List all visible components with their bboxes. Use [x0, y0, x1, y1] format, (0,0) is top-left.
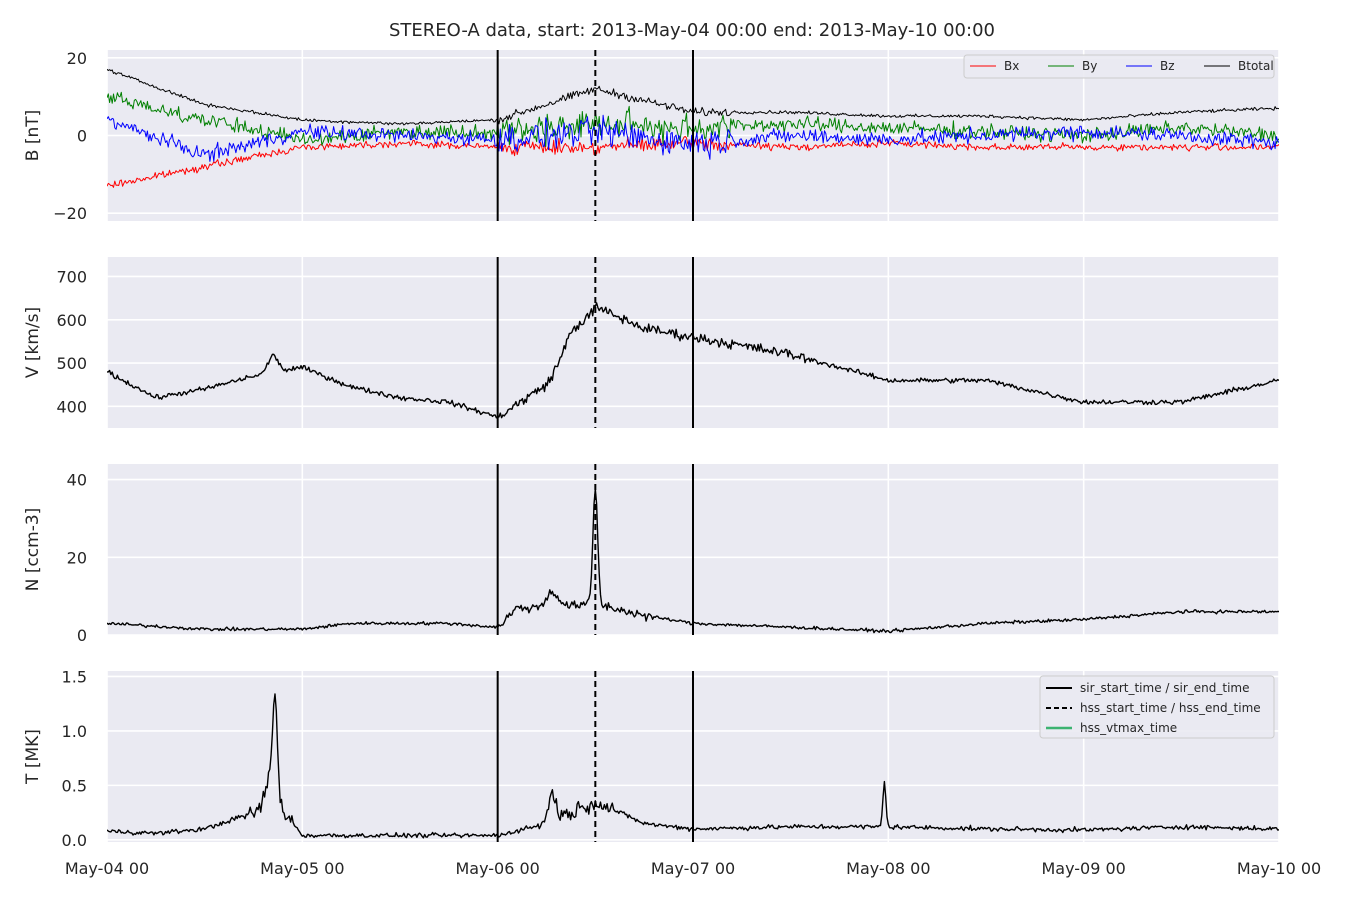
x-tick-label: May-05 00 — [260, 859, 344, 878]
x-tick-label: May-04 00 — [65, 859, 149, 878]
y-axis-label: B [nT] — [23, 110, 43, 162]
x-tick-label: May-07 00 — [651, 859, 735, 878]
y-tick-label: −20 — [53, 204, 87, 223]
panels: −20 0 20 B [nT] 400 500 600 700 V [km/s] 0 20 40 N [… — [23, 49, 1280, 850]
legend-label-event-3: hss_vtmax_time — [1080, 721, 1177, 735]
legend-b: Bx By Bz Btotal — [963, 54, 1275, 79]
panel-2: 400 500 600 700 V [km/s] — [23, 257, 1280, 428]
y-tick-label: 400 — [56, 397, 87, 416]
legend-label-by: By — [1082, 59, 1097, 73]
y-tick-label: 0 — [77, 127, 87, 146]
y-axis-label: N [ccm-3] — [23, 508, 43, 592]
legend-events: sir_start_time / sir_end_time hss_start_t… — [1039, 675, 1275, 739]
legend-label-btotal: Btotal — [1238, 59, 1274, 73]
y-tick-label: 20 — [67, 548, 87, 567]
panel-4: 0.0 0.5 1.0 1.5 T [MK] — [23, 667, 1280, 850]
x-tick-label: May-10 00 — [1237, 859, 1321, 878]
y-tick-label: 0 — [77, 626, 87, 645]
legend-frame — [1039, 675, 1275, 739]
y-axis-label: V [km/s] — [23, 307, 43, 378]
figure-title: STEREO-A data, start: 2013-May-04 00:00 … — [389, 20, 995, 41]
y-tick-label: 20 — [67, 49, 87, 68]
y-tick-label: 500 — [56, 354, 87, 373]
panel-3: 0 20 40 N [ccm-3] — [23, 464, 1280, 645]
legend-label-event-1: sir_start_time / sir_end_time — [1080, 681, 1250, 695]
y-tick-label: 1.5 — [62, 667, 87, 686]
legend-label-bx: Bx — [1004, 59, 1019, 73]
y-tick-label: 40 — [67, 471, 87, 490]
x-axis: May-04 00 May-05 00 May-06 00 May-07 00 May-… — [65, 859, 1321, 878]
x-tick-label: May-09 00 — [1041, 859, 1125, 878]
legend-frame — [963, 54, 1275, 79]
y-tick-label: 0.0 — [62, 831, 87, 850]
x-tick-label: May-06 00 — [455, 859, 539, 878]
legend-label-bz: Bz — [1160, 59, 1175, 73]
x-tick-label: May-08 00 — [846, 859, 930, 878]
y-axis-label: T [MK] — [23, 729, 43, 785]
y-tick-label: 0.5 — [62, 776, 87, 795]
y-tick-label: 700 — [56, 267, 87, 286]
y-tick-label: 1.0 — [62, 722, 87, 741]
legend-label-event-2: hss_start_time / hss_end_time — [1080, 701, 1261, 715]
y-tick-label: 600 — [56, 311, 87, 330]
